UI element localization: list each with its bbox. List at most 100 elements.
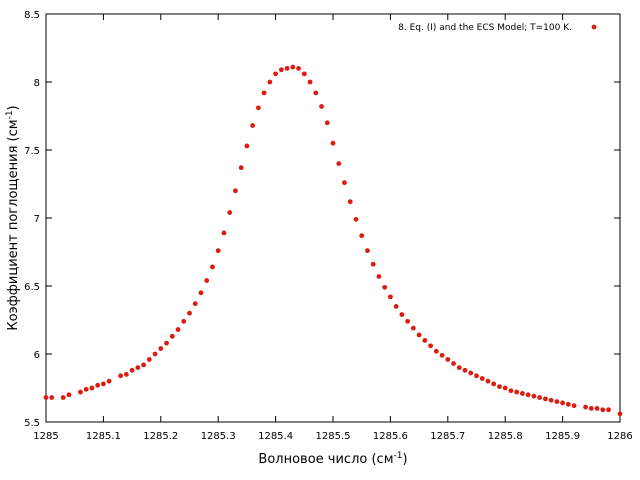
- data-point: [118, 373, 124, 379]
- data-point: [542, 396, 548, 402]
- data-point: [491, 381, 497, 387]
- data-point: [89, 385, 95, 391]
- data-point: [255, 105, 261, 111]
- data-point: [210, 264, 215, 270]
- data-point: [571, 403, 577, 409]
- x-tick-label: 1285.8: [488, 431, 523, 442]
- data-point: [365, 248, 370, 254]
- y-tick-label: 5.5: [24, 418, 40, 429]
- data-point: [468, 370, 474, 376]
- data-point: [43, 395, 49, 400]
- data-point: [215, 248, 221, 254]
- data-point: [388, 294, 393, 300]
- data-point: [347, 199, 353, 205]
- data-point: [187, 310, 192, 316]
- data-point: [342, 180, 347, 186]
- x-tick-label: 1285.4: [258, 431, 293, 442]
- x-axis: 1285 1285.1 1285.2 1285.3 1285.4 1285.5 1285.6…: [33, 14, 633, 442]
- data-point: [261, 90, 267, 96]
- data-point: [416, 332, 422, 338]
- data-point: [560, 400, 565, 406]
- data-point: [399, 312, 405, 317]
- data-point: [525, 392, 531, 398]
- data-point: [393, 304, 399, 309]
- x-tick-label: 1285.3: [201, 431, 236, 442]
- data-point: [284, 66, 290, 71]
- x-tick-label: 1285.7: [430, 431, 465, 442]
- data-point: [405, 318, 411, 324]
- data-point: [198, 290, 204, 296]
- y-tick-label: 6.5: [24, 282, 40, 293]
- data-point: [428, 343, 433, 349]
- data-point: [382, 284, 388, 290]
- data-point: [617, 411, 623, 417]
- data-point: [410, 325, 416, 331]
- data-point: [60, 395, 66, 400]
- data-point: [583, 404, 588, 410]
- data-point: [290, 64, 296, 70]
- data-point: [514, 389, 520, 395]
- data-point: [78, 389, 83, 395]
- data-point: [267, 79, 273, 85]
- x-tick-label: 1285: [33, 431, 58, 442]
- data-point: [181, 318, 187, 324]
- x-axis-label: Волновое число (см-1): [258, 451, 407, 467]
- data-point: [319, 104, 324, 109]
- data-point: [244, 143, 250, 149]
- data-point: [324, 120, 330, 126]
- data-point: [233, 188, 238, 194]
- data-point: [250, 123, 256, 128]
- y-tick-label: 8.5: [24, 10, 40, 21]
- data-point: [600, 407, 606, 413]
- data-point: [278, 67, 284, 73]
- y-tick-label: 7: [34, 214, 40, 225]
- data-point: [497, 384, 502, 390]
- y-tick-label: 7.5: [24, 146, 40, 157]
- x-tick-label: 1285.9: [545, 431, 580, 442]
- data-point: [376, 274, 382, 279]
- data-point: [520, 391, 525, 396]
- data-point: [175, 327, 181, 332]
- x-tick-label: 1285.6: [373, 431, 408, 442]
- data-point: [537, 395, 543, 400]
- data-point: [531, 393, 537, 399]
- legend: 8. Eq. (I) and the ECS Model; T=100 K.: [398, 23, 597, 33]
- data-point: [485, 378, 491, 384]
- data-point: [152, 351, 158, 357]
- legend-label: 8. Eq. (I) and the ECS Model; T=100 K.: [398, 23, 572, 33]
- data-point: [227, 210, 233, 215]
- data-point: [169, 333, 175, 339]
- x-tick-label: 1286: [607, 431, 632, 442]
- data-point: [462, 367, 468, 373]
- data-point: [588, 406, 594, 411]
- x-tick-label: 1285.2: [143, 431, 178, 442]
- data-point: [301, 71, 307, 77]
- plot-area: [45, 13, 621, 423]
- x-tick-label: 1285.1: [86, 431, 121, 442]
- data-point: [66, 392, 72, 398]
- legend-marker: [591, 24, 597, 30]
- data-point: [141, 362, 146, 368]
- data-point: [313, 90, 319, 96]
- data-point: [49, 395, 55, 400]
- data-point: [192, 301, 198, 307]
- data-point: [433, 348, 439, 354]
- data-point: [83, 386, 89, 392]
- data-points: [43, 64, 623, 417]
- data-point: [273, 71, 278, 77]
- data-point: [353, 216, 359, 222]
- data-point: [548, 397, 554, 403]
- data-point: [336, 161, 342, 167]
- data-point: [502, 385, 508, 391]
- data-point: [445, 357, 451, 362]
- data-point: [123, 372, 129, 377]
- data-point: [158, 346, 164, 351]
- data-point: [565, 401, 571, 407]
- data-point: [135, 365, 141, 370]
- data-point: [146, 357, 152, 362]
- data-point: [221, 230, 227, 236]
- data-point: [359, 233, 365, 239]
- data-point: [164, 340, 169, 346]
- data-point: [594, 406, 600, 411]
